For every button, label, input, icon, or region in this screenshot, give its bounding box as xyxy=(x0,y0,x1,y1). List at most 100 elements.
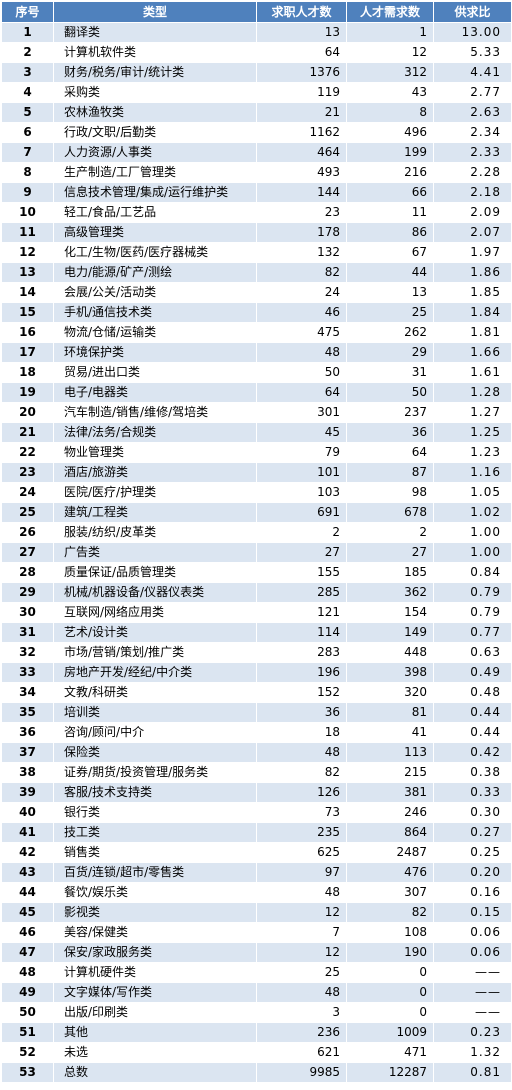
row-job-seekers: 79 xyxy=(256,442,347,463)
row-job-seekers: 103 xyxy=(256,482,347,503)
row-ratio: 0.49 xyxy=(433,662,512,683)
row-job-seekers: 475 xyxy=(256,322,347,343)
row-ratio: 0.15 xyxy=(433,902,512,923)
row-category: 未选 xyxy=(53,1042,257,1063)
row-talent-demand: 154 xyxy=(346,602,434,623)
row-job-seekers: 48 xyxy=(256,742,347,763)
row-ratio: 1.81 xyxy=(433,322,512,343)
row-talent-demand: 215 xyxy=(346,762,434,783)
row-index: 53 xyxy=(1,1062,54,1083)
row-job-seekers: 7 xyxy=(256,922,347,943)
row-index: 33 xyxy=(1,662,54,683)
table-row: 28 质量保证/品质管理类 155 185 0.84 xyxy=(1,562,512,583)
row-ratio: 0.44 xyxy=(433,702,512,723)
row-talent-demand: 1 xyxy=(346,22,434,43)
table-row: 50 出版/印刷类 3 0 —— xyxy=(1,1002,512,1023)
row-ratio: 1.02 xyxy=(433,502,512,523)
row-index: 14 xyxy=(1,282,54,303)
row-category: 艺术/设计类 xyxy=(53,622,257,643)
row-talent-demand: 185 xyxy=(346,562,434,583)
row-talent-demand: 86 xyxy=(346,222,434,243)
row-ratio: —— xyxy=(433,982,512,1003)
row-ratio: 0.77 xyxy=(433,622,512,643)
row-index: 50 xyxy=(1,1002,54,1023)
row-ratio: 2.33 xyxy=(433,142,512,163)
row-category: 保安/家政服务类 xyxy=(53,942,257,963)
row-ratio: 2.18 xyxy=(433,182,512,203)
row-talent-demand: 0 xyxy=(346,1002,434,1023)
row-index: 42 xyxy=(1,842,54,863)
row-ratio: 2.34 xyxy=(433,122,512,143)
row-talent-demand: 307 xyxy=(346,882,434,903)
row-job-seekers: 73 xyxy=(256,802,347,823)
row-index: 45 xyxy=(1,902,54,923)
row-job-seekers: 144 xyxy=(256,182,347,203)
row-index: 21 xyxy=(1,422,54,443)
row-ratio: 1.85 xyxy=(433,282,512,303)
table-row: 32 市场/营销/策划/推广类 283 448 0.63 xyxy=(1,642,512,663)
table-row: 47 保安/家政服务类 12 190 0.06 xyxy=(1,942,512,963)
row-ratio: 5.33 xyxy=(433,42,512,63)
row-ratio: 1.25 xyxy=(433,422,512,443)
row-category: 财务/税务/审计/统计类 xyxy=(53,62,257,83)
table-row: 4 采购类 119 43 2.77 xyxy=(1,82,512,103)
row-category: 咨询/顾问/中介 xyxy=(53,722,257,743)
row-index: 8 xyxy=(1,162,54,183)
table-row: 6 行政/文职/后勤类 1162 496 2.34 xyxy=(1,122,512,143)
row-ratio: 1.27 xyxy=(433,402,512,423)
row-index: 12 xyxy=(1,242,54,263)
row-talent-demand: 381 xyxy=(346,782,434,803)
row-category: 质量保证/品质管理类 xyxy=(53,562,257,583)
row-job-seekers: 48 xyxy=(256,882,347,903)
row-index: 36 xyxy=(1,722,54,743)
row-index: 28 xyxy=(1,562,54,583)
row-category: 电子/电器类 xyxy=(53,382,257,403)
table-row: 23 酒店/旅游类 101 87 1.16 xyxy=(1,462,512,483)
table-row: 22 物业管理类 79 64 1.23 xyxy=(1,442,512,463)
row-talent-demand: 25 xyxy=(346,302,434,323)
table-body: 1 翻译类 13 1 13.00 2 计算机软件类 64 12 5.33 3 财务/税务/审计/统计类… xyxy=(1,22,512,1083)
row-job-seekers: 21 xyxy=(256,102,347,123)
row-ratio: —— xyxy=(433,1002,512,1023)
table-row: 35 培训类 36 81 0.44 xyxy=(1,702,512,723)
row-category: 行政/文职/后勤类 xyxy=(53,122,257,143)
row-category: 会展/公关/活动类 xyxy=(53,282,257,303)
row-job-seekers: 97 xyxy=(256,862,347,883)
row-ratio: 1.00 xyxy=(433,542,512,563)
row-talent-demand: 82 xyxy=(346,902,434,923)
row-talent-demand: 246 xyxy=(346,802,434,823)
row-talent-demand: 448 xyxy=(346,642,434,663)
table-row: 42 销售类 625 2487 0.25 xyxy=(1,842,512,863)
header-job-seekers: 求职人才数 xyxy=(256,1,347,23)
table-row: 41 技工类 235 864 0.27 xyxy=(1,822,512,843)
table-row: 13 电力/能源/矿产/测绘 82 44 1.86 xyxy=(1,262,512,283)
row-category: 培训类 xyxy=(53,702,257,723)
row-talent-demand: 199 xyxy=(346,142,434,163)
row-category: 餐饮/娱乐类 xyxy=(53,882,257,903)
row-category: 保险类 xyxy=(53,742,257,763)
row-talent-demand: 41 xyxy=(346,722,434,743)
table-row: 15 手机/通信技术类 46 25 1.84 xyxy=(1,302,512,323)
row-index: 18 xyxy=(1,362,54,383)
row-talent-demand: 471 xyxy=(346,1042,434,1063)
row-ratio: —— xyxy=(433,962,512,983)
row-index: 23 xyxy=(1,462,54,483)
row-index: 30 xyxy=(1,602,54,623)
row-category: 贸易/进出口类 xyxy=(53,362,257,383)
table-row: 36 咨询/顾问/中介 18 41 0.44 xyxy=(1,722,512,743)
row-talent-demand: 1009 xyxy=(346,1022,434,1043)
row-job-seekers: 121 xyxy=(256,602,347,623)
row-index: 3 xyxy=(1,62,54,83)
row-category: 农林渔牧类 xyxy=(53,102,257,123)
row-talent-demand: 31 xyxy=(346,362,434,383)
row-category: 计算机硬件类 xyxy=(53,962,257,983)
row-talent-demand: 2487 xyxy=(346,842,434,863)
row-ratio: 0.79 xyxy=(433,582,512,603)
row-ratio: 0.23 xyxy=(433,1022,512,1043)
row-talent-demand: 43 xyxy=(346,82,434,103)
row-index: 15 xyxy=(1,302,54,323)
table-row: 26 服装/纺织/皮革类 2 2 1.00 xyxy=(1,522,512,543)
row-talent-demand: 320 xyxy=(346,682,434,703)
row-talent-demand: 64 xyxy=(346,442,434,463)
row-index: 1 xyxy=(1,22,54,43)
